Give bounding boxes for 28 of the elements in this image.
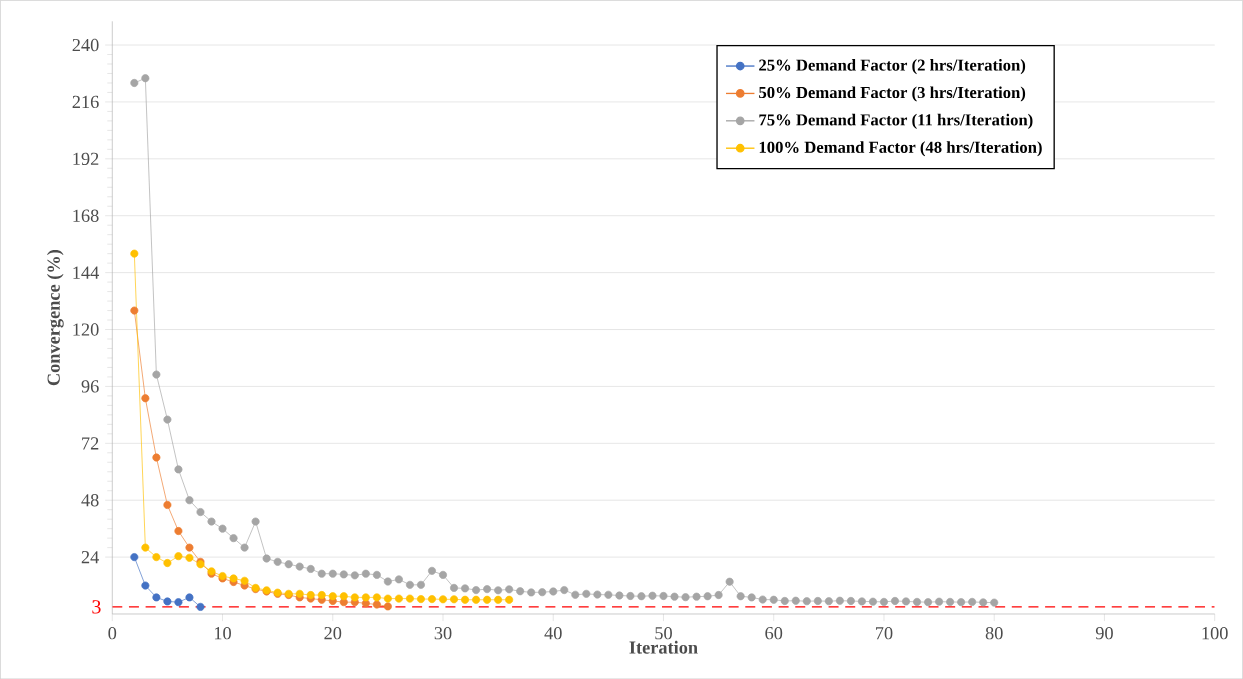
x-tick-label: 40 (544, 626, 562, 640)
x-tick-label: 80 (985, 626, 1003, 640)
x-axis-title: Iteration (629, 640, 698, 654)
x-tick-label: 20 (324, 626, 342, 640)
y-tick-label: 72 (82, 437, 99, 450)
x-tick-label: 90 (1095, 626, 1113, 640)
legend-label: 100% Demand Factor (48 hrs/Iteration) (759, 141, 1042, 157)
legend-label: 25% Demand Factor (2 hrs/Iteration) (759, 58, 1026, 74)
y-axis-title: Convergence (%) (46, 249, 64, 386)
x-tick-label: 70 (876, 626, 893, 640)
ref-line-label: 3 (92, 600, 101, 614)
legend-label: 50% Demand Factor (3 hrs/Iteration) (759, 86, 1026, 102)
y-tick-label: 216 (72, 95, 99, 108)
y-tick-label: 24 (81, 550, 100, 564)
y-tick-label: 168 (73, 209, 99, 222)
y-tick-label: 144 (73, 266, 100, 279)
legend-label: 75% Demand Factor (11 hrs/Iteration) (759, 113, 1033, 129)
y-tick-label: 120 (73, 323, 99, 336)
y-tick-label: 48 (81, 493, 99, 507)
x-tick-label: 100 (1202, 626, 1228, 640)
x-tick-label: 60 (765, 626, 783, 640)
x-tick-label: 30 (434, 626, 452, 640)
x-tick-label: 10 (214, 626, 231, 640)
y-tick-label: 240 (72, 38, 99, 52)
x-tick-label: 0 (108, 626, 117, 640)
y-tick-label: 96 (81, 380, 99, 393)
x-tick-label: 50 (655, 626, 672, 640)
y-tick-label: 192 (73, 152, 99, 165)
